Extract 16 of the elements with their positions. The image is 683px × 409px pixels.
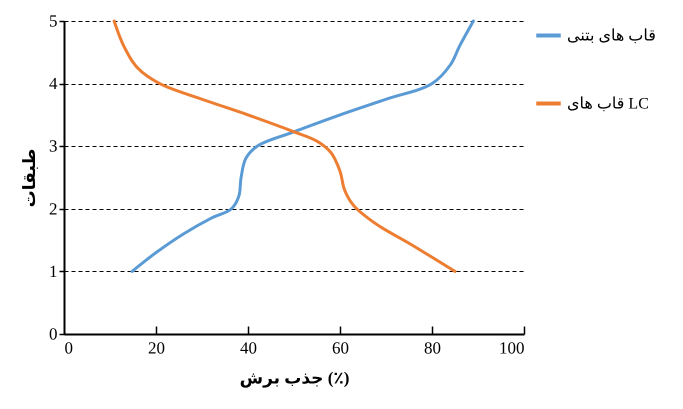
- x-tick-label: 100: [499, 338, 524, 358]
- x-tick-label: 0: [64, 338, 73, 358]
- x-tick-label: 80: [424, 338, 441, 358]
- y-tick-label: 0: [49, 324, 58, 344]
- legend-label: قاب های بتنی: [567, 28, 656, 44]
- x-tick-label: 40: [240, 338, 257, 358]
- x-tick-label: 60: [332, 338, 349, 358]
- y-tick-label: 5: [49, 12, 58, 30]
- x-axis-title: جذب برش (٪): [240, 368, 350, 388]
- legend-label: قاب های LC: [567, 96, 649, 112]
- y-axis-title: طبقات: [20, 148, 39, 208]
- x-tick-label: 20: [148, 338, 165, 358]
- y-tick-label: 2: [49, 199, 58, 218]
- y-tick-label: 3: [49, 136, 58, 156]
- y-tick-label: 4: [49, 74, 58, 94]
- y-tick-label: 1: [49, 262, 58, 281]
